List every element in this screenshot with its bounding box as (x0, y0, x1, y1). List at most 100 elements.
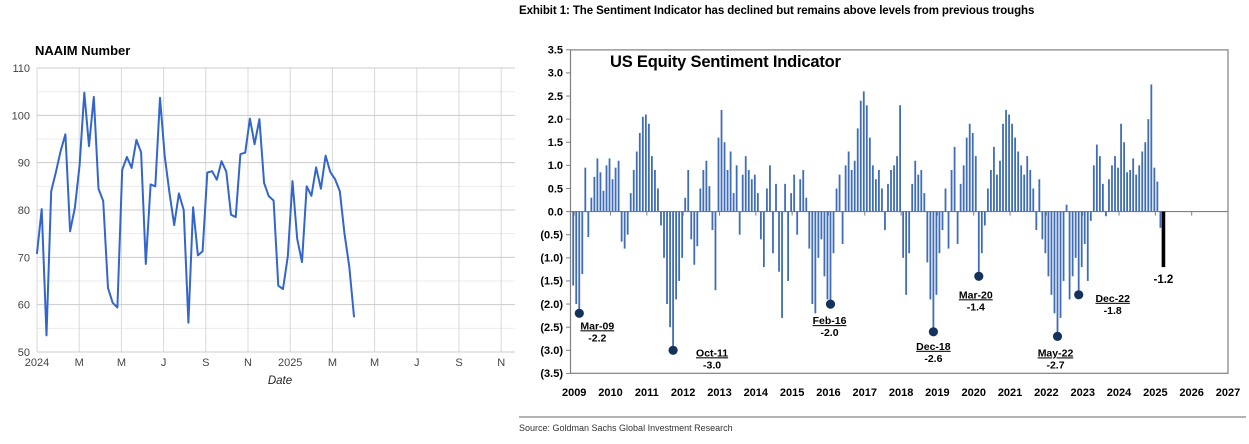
sentiment-bar (638, 133, 641, 212)
trough-date-label: May-22 (1038, 347, 1074, 359)
sentiment-bar (1114, 156, 1116, 212)
sentiment-bar (820, 211, 823, 240)
sentiment-bar (853, 160, 856, 212)
trough-value-label: -2.0 (820, 327, 838, 339)
sentiment-bar (605, 165, 608, 212)
sentiment-bar (787, 211, 790, 281)
naaim-line-chart: 2024 M M J S N 2025 M M J S N 50 60 70 80 90 100 110 Date (12, 63, 515, 387)
sentiment-bar (1008, 114, 1010, 212)
sentiment-bar (1132, 158, 1135, 212)
sentiment-bar (584, 167, 587, 212)
trough-date-label: Dec-18 (916, 341, 951, 353)
sentiment-bar (932, 211, 935, 332)
sentiment-bar (1083, 211, 1086, 244)
sentiment-bar (632, 169, 635, 212)
sentiment-bar (769, 165, 771, 212)
sentiment-bar (1062, 211, 1065, 281)
sentiment-bar (884, 211, 886, 231)
y-tick-label: (2.5) (540, 322, 563, 334)
sentiment-bar (687, 169, 690, 212)
sentiment-bar (1117, 167, 1119, 212)
sentiment-bar (881, 188, 883, 212)
sentiment-bar (893, 165, 895, 212)
y-tick-label: 3.0 (548, 68, 563, 80)
sentiment-bar (838, 174, 841, 212)
sentiment-bar (669, 211, 671, 328)
sentiment-bar (971, 133, 974, 212)
sentiment-bar (983, 211, 986, 226)
y-tick-label: 70 (18, 252, 30, 264)
sentiment-bar (887, 183, 889, 212)
sentiment-bar (793, 174, 796, 212)
sentiment-bar (814, 211, 817, 314)
sentiment-bar (799, 179, 802, 212)
x-tick-label: S (455, 357, 462, 369)
sentiment-bar (672, 211, 674, 351)
sentiment-bar (956, 211, 959, 244)
trough-dot (825, 299, 836, 309)
x-year-label: 2026 (1179, 387, 1203, 399)
sentiment-bar (944, 188, 947, 212)
sentiment-bar (856, 128, 859, 212)
source-divider (519, 416, 1246, 418)
sentiment-bar (1032, 188, 1035, 212)
sentiment-bar (935, 211, 938, 295)
x-year-label: 2023 (1070, 387, 1094, 399)
sentiment-bar (805, 197, 808, 212)
sentiment-bar (1123, 142, 1125, 212)
trough-value-label: -1.8 (1104, 305, 1122, 317)
x-tick-label: N (244, 357, 252, 369)
x-tick-label: J (414, 357, 420, 369)
sentiment-bar (1129, 169, 1132, 212)
sentiment-bar (1035, 211, 1038, 231)
sentiment-bar (693, 211, 696, 265)
sentiment-bar (747, 169, 750, 212)
sentiment-bar (1056, 211, 1059, 337)
y-tick-label: 90 (18, 158, 30, 170)
sentiment-bar (1041, 211, 1044, 240)
sentiment-bar (1074, 211, 1077, 258)
sentiment-bar (811, 211, 814, 305)
sentiment-bar (914, 160, 917, 212)
x-tick-label: M (328, 357, 337, 369)
sentiment-bar (732, 193, 735, 212)
sentiment-bar (654, 169, 656, 212)
sentiment-bar (947, 211, 950, 249)
sentiment-bar (844, 165, 847, 212)
x-year-label: 2016 (816, 387, 840, 399)
sentiment-bar (899, 105, 901, 212)
sentiment-bar (1111, 165, 1113, 212)
sentiment-bar (832, 211, 835, 254)
sentiment-bar (1141, 151, 1144, 212)
sentiment-bar (778, 211, 780, 272)
trough-date-label: Mar-20 (959, 289, 993, 301)
sentiment-bar (841, 211, 844, 244)
sentiment-bar (690, 211, 693, 240)
sentiment-bar (993, 146, 995, 212)
sentiment-bar (941, 211, 944, 231)
trough-dot (1074, 290, 1084, 300)
sentiment-bar (1135, 174, 1138, 212)
sentiment-bar (735, 165, 738, 212)
sentiment-bar (617, 160, 620, 212)
sentiment-bar (1080, 211, 1083, 268)
x-year-label: 2017 (853, 387, 877, 399)
exhibit-title: Exhibit 1: The Sentiment Indicator has d… (519, 5, 1035, 17)
sentiment-bar (702, 169, 705, 212)
sentiment-bar (1017, 151, 1020, 212)
sentiment-bar (663, 211, 665, 258)
y-tick-label: 60 (18, 300, 30, 312)
sentiment-bar (950, 169, 953, 212)
sentiment-bar (1050, 211, 1053, 295)
sentiment-bar (868, 137, 871, 212)
sentiment-bar (651, 156, 653, 212)
sentiment-bar (1092, 165, 1095, 212)
y-tick-label: 50 (18, 347, 30, 359)
trough-value-label: -2.6 (924, 353, 942, 365)
x-tick-label: M (370, 357, 379, 369)
trough-value-label: -1.4 (967, 301, 985, 313)
sentiment-bar (908, 211, 911, 254)
x-year-label: 2020 (962, 387, 986, 399)
sentiment-bar (920, 169, 923, 212)
x-year-label: 2027 (1216, 387, 1240, 399)
